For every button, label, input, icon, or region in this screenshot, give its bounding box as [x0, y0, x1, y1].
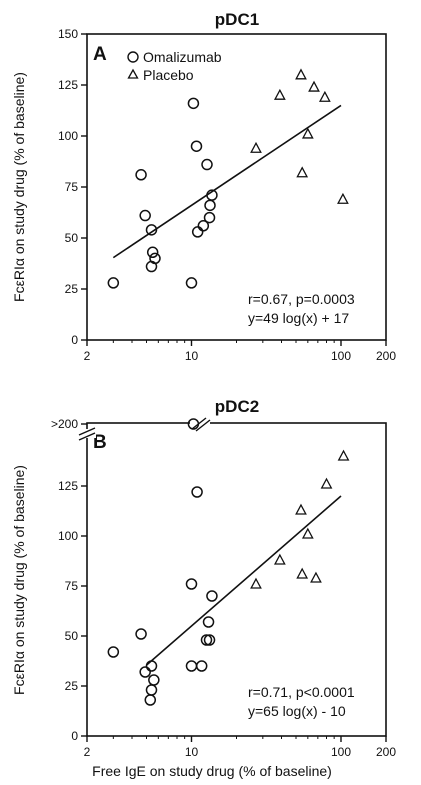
panel-b: pDC2 B 2 10 100 200 0 25 50 75 100 125 >200 r=0.71… [11, 397, 396, 779]
chart-b-axis-break [78, 417, 211, 441]
chart-b-x-tick-label: 100 [331, 745, 351, 759]
omalizumab-point [107, 277, 120, 289]
omalizumab-point [191, 486, 203, 498]
omalizumab-point [145, 224, 158, 236]
placebo-point [337, 192, 349, 204]
chart-a-panel-label: A [93, 44, 107, 65]
omalizumab-point [149, 252, 161, 265]
chart-a-x-tick-label: 200 [376, 349, 396, 363]
chart-a-y-axis-label: FcεRIα on study drug (% of baseline) [11, 72, 27, 302]
chart-a-title: pDC1 [215, 10, 259, 29]
legend-omalizumab-label: Omalizumab [143, 49, 222, 65]
omalizumab-point [185, 578, 198, 590]
chart-a-y-tick-label: 50 [65, 231, 79, 245]
chart-b-points [107, 418, 350, 706]
placebo-point [308, 80, 320, 92]
chart-a-stat-r: r=0.67, p=0.0003 [248, 291, 355, 307]
omalizumab-point [203, 634, 216, 646]
omalizumab-point [148, 674, 160, 686]
omalizumab-point [204, 199, 216, 212]
placebo-point [337, 449, 350, 461]
omalizumab-point [202, 616, 215, 628]
placebo-point [301, 127, 314, 139]
legend-circle-icon [127, 51, 139, 63]
chart-b-x-tick-label: 10 [185, 745, 199, 759]
chart-b-y-tick-label: >200 [51, 417, 78, 431]
chart-a-y-tick-label: 0 [71, 333, 78, 347]
placebo-point [273, 88, 286, 100]
chart-a-stat-eq: y=49 log(x) + 17 [248, 310, 349, 326]
chart-a-y-tick-label: 100 [58, 129, 78, 143]
omalizumab-point [206, 590, 218, 602]
placebo-point [250, 577, 262, 589]
placebo-point [320, 477, 333, 489]
legend-triangle-icon [127, 68, 139, 79]
placebo-point [296, 567, 309, 579]
chart-a-points [107, 68, 349, 289]
omalizumab-point [197, 220, 210, 232]
chart-a-legend: Omalizumab Placebo [127, 49, 222, 83]
chart-b-y-tick-label: 50 [65, 629, 79, 643]
omalizumab-point [145, 660, 158, 672]
chart-a-y-tick-label: 75 [65, 180, 79, 194]
placebo-point [318, 90, 331, 102]
chart-b-y-tick-label: 125 [58, 479, 78, 493]
omalizumab-point [146, 246, 159, 259]
omalizumab-point [187, 97, 200, 110]
omalizumab-point [135, 169, 147, 181]
chart-b-y-tick-label: 25 [65, 679, 79, 693]
chart-b-stat-r: r=0.71, p<0.0001 [248, 684, 355, 700]
placebo-point [301, 527, 314, 539]
omalizumab-point [201, 158, 213, 171]
omalizumab-point [135, 628, 147, 640]
chart-b-ticks: 2 10 100 200 0 25 50 75 100 125 >200 [51, 417, 396, 759]
chart-b-panel-label: B [93, 432, 107, 453]
omalizumab-point [145, 684, 158, 696]
chart-a-y-tick-label: 150 [58, 27, 78, 41]
chart-a-x-tick-label: 100 [331, 349, 351, 363]
omalizumab-point [200, 634, 213, 646]
chart-b-title: pDC2 [215, 397, 259, 416]
chart-b-x-tick-label: 200 [376, 745, 396, 759]
omalizumab-point [185, 660, 198, 672]
chart-a-x-tick-label: 10 [185, 349, 199, 363]
omalizumab-point [139, 666, 151, 678]
placebo-point [273, 553, 286, 565]
placebo-point [295, 503, 307, 515]
chart-a-x-tick-label: 2 [84, 349, 91, 363]
chart-a-regression-line [112, 104, 342, 259]
omalizumab-point [203, 211, 216, 224]
omalizumab-point [139, 209, 151, 222]
omalizumab-point [107, 646, 120, 658]
chart-a-ticks: 2 10 100 200 0 25 50 75 100 125 150 [58, 27, 396, 363]
chart-b-y-tick-label: 0 [71, 729, 78, 743]
omalizumab-point [144, 694, 157, 706]
omalizumab-point [185, 277, 198, 289]
placebo-point [250, 141, 262, 153]
omalizumab-point [195, 660, 208, 672]
panel-a: pDC1 A Omalizumab Placebo 2 10 100 200 0 25 50… [11, 10, 396, 363]
chart-b-y-tick-label: 75 [65, 579, 79, 593]
placebo-point [296, 166, 309, 178]
chart-b-y-tick-label: 100 [58, 529, 78, 543]
omalizumab-point [187, 418, 200, 430]
legend-placebo-label: Placebo [143, 67, 194, 83]
chart-b-x-axis-label: Free IgE on study drug (% of baseline) [92, 763, 332, 779]
chart-b-x-tick-label: 2 [84, 745, 91, 759]
chart-a-y-tick-label: 25 [65, 282, 79, 296]
omalizumab-point [191, 226, 204, 238]
chart-b-stat-eq: y=65 log(x) - 10 [248, 703, 346, 719]
chart-b-y-axis-label: FcεRIα on study drug (% of baseline) [11, 465, 27, 695]
chart-a-y-tick-label: 125 [58, 78, 78, 92]
placebo-point [295, 68, 307, 80]
chart-b-regression-line [145, 495, 342, 666]
placebo-point [310, 571, 322, 583]
omalizumab-point [190, 140, 203, 152]
